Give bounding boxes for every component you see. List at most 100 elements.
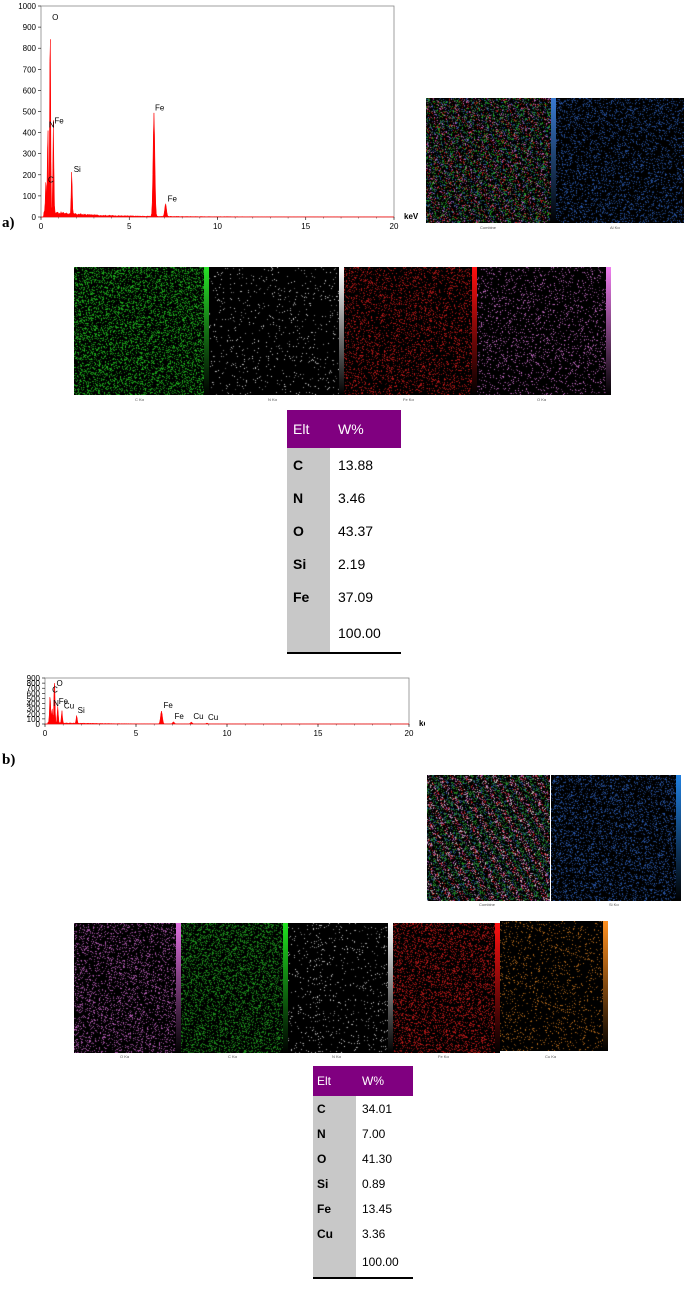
table-row: Fe 37.09 bbox=[287, 580, 401, 613]
map-a-al bbox=[556, 98, 684, 223]
map-caption: C Kα bbox=[228, 1054, 237, 1059]
map-caption: Fe Kα bbox=[438, 1054, 449, 1059]
x-axis-label: keV bbox=[404, 212, 419, 221]
map-b-colorbar-3 bbox=[283, 923, 288, 1053]
x-tick-label: 20 bbox=[390, 222, 399, 230]
composition-table-a: Elt W% C 13.88 N 3.46 O 43.37 Si 2.19 Fe 37.0… bbox=[287, 410, 401, 654]
map-caption: N Kα bbox=[332, 1054, 341, 1059]
cell-value: 37.09 bbox=[338, 588, 374, 605]
y-tick-label: 1000 bbox=[18, 2, 36, 11]
cell-element: C bbox=[287, 448, 330, 481]
y-tick-label: 500 bbox=[27, 694, 41, 703]
peak-label: Fe bbox=[163, 701, 173, 710]
x-tick-label: 0 bbox=[43, 729, 48, 738]
header-w: W% bbox=[356, 1066, 413, 1096]
peak-label: Cu bbox=[64, 702, 74, 711]
y-tick-label: 800 bbox=[27, 679, 41, 688]
y-tick-label: 600 bbox=[27, 689, 41, 698]
map-a-combine bbox=[426, 98, 551, 223]
table-header-row: Elt W% bbox=[287, 410, 401, 448]
table-row: N 3.46 bbox=[287, 481, 401, 514]
y-tick-label: 400 bbox=[27, 700, 41, 709]
map-caption: N Kα bbox=[268, 397, 277, 402]
map-caption: Cu Kα bbox=[545, 1054, 557, 1059]
y-tick-label: 0 bbox=[32, 213, 37, 222]
cell-value: 43.37 bbox=[338, 522, 374, 539]
map-canvas bbox=[500, 921, 603, 1051]
x-tick-label: 10 bbox=[223, 729, 232, 738]
peak-label: Cu bbox=[208, 713, 218, 722]
table-row: Fe 13.45 bbox=[313, 1196, 413, 1221]
peak-label: N bbox=[49, 120, 55, 129]
map-caption: O Kα bbox=[120, 1054, 130, 1059]
y-tick-label: 200 bbox=[27, 710, 41, 719]
y-tick-label: 100 bbox=[23, 192, 37, 201]
peak-label: Fe bbox=[155, 104, 165, 113]
peak-label: O bbox=[56, 679, 62, 688]
map-caption: O Kα bbox=[537, 397, 547, 402]
table-total-row: 100.00 bbox=[313, 1246, 413, 1278]
cell-value: 0.89 bbox=[362, 1176, 386, 1191]
x-tick-label: 20 bbox=[405, 729, 414, 738]
cell-value: 13.88 bbox=[338, 456, 374, 473]
panel-label-a: a) bbox=[2, 215, 15, 231]
composition-table-b: Elt W% C 34.01 N 7.00 O 41.30 Si 0.89 Fe 13.4… bbox=[313, 1066, 413, 1279]
panel-label-b: b) bbox=[2, 752, 16, 768]
map-caption: Combine bbox=[479, 902, 496, 907]
map-a-colorbar-3 bbox=[339, 267, 344, 395]
peak-label: Si bbox=[78, 706, 85, 715]
header-elt: Elt bbox=[313, 1066, 356, 1096]
map-canvas bbox=[556, 98, 684, 223]
map-a-c bbox=[74, 267, 204, 395]
y-tick-label: 400 bbox=[23, 129, 37, 138]
peak-label: Cu bbox=[193, 712, 203, 721]
map-canvas bbox=[551, 775, 676, 901]
spectrum-series bbox=[41, 39, 395, 218]
x-tick-label: 5 bbox=[127, 222, 132, 230]
map-b-colorbar-6 bbox=[603, 921, 608, 1051]
y-tick-label: 300 bbox=[23, 150, 37, 159]
cell-element: Cu bbox=[313, 1221, 356, 1246]
peak-label: Fe bbox=[168, 194, 178, 203]
map-a-o bbox=[477, 267, 606, 395]
spectrum-series bbox=[45, 682, 410, 725]
map-a-n bbox=[209, 267, 339, 395]
peak-label: Fe bbox=[54, 116, 64, 125]
map-a-fe bbox=[344, 267, 472, 395]
map-b-combine bbox=[427, 775, 550, 901]
cell-value: 3.46 bbox=[338, 489, 366, 506]
map-a-colorbar-5 bbox=[606, 267, 611, 395]
cell-element: Si bbox=[287, 547, 330, 580]
map-b-si bbox=[551, 775, 676, 901]
map-canvas bbox=[181, 923, 283, 1053]
table-row: N 7.00 bbox=[313, 1121, 413, 1146]
table-row: Si 0.89 bbox=[313, 1171, 413, 1196]
x-axis-label: keV bbox=[419, 719, 425, 728]
cell-element: N bbox=[313, 1121, 356, 1146]
cell-element: Si bbox=[313, 1171, 356, 1196]
table-row: O 41.30 bbox=[313, 1146, 413, 1171]
map-b-fe bbox=[393, 923, 495, 1053]
peak-label: Fe bbox=[174, 712, 184, 721]
map-caption: C Kα bbox=[135, 397, 144, 402]
table-row: Si 2.19 bbox=[287, 547, 401, 580]
peak-label: N bbox=[53, 699, 59, 708]
cell-element: Fe bbox=[287, 580, 330, 613]
map-canvas bbox=[344, 267, 472, 395]
map-b-c bbox=[181, 923, 283, 1053]
y-tick-label: 600 bbox=[23, 86, 37, 95]
map-b-colorbar-5 bbox=[495, 923, 500, 1053]
y-tick-label: 900 bbox=[23, 23, 37, 32]
y-tick-label: 700 bbox=[27, 684, 41, 693]
x-tick-label: 10 bbox=[213, 222, 222, 230]
table-row: Cu 3.36 bbox=[313, 1221, 413, 1246]
map-canvas bbox=[74, 923, 176, 1053]
peak-label: Fe bbox=[59, 697, 69, 706]
map-b-colorbar-2 bbox=[176, 923, 181, 1053]
y-tick-label: 800 bbox=[23, 44, 37, 53]
map-canvas bbox=[426, 98, 551, 223]
y-tick-label: 0 bbox=[36, 720, 41, 729]
map-caption: Fe Kα bbox=[403, 397, 414, 402]
plot-frame bbox=[40, 5, 395, 218]
